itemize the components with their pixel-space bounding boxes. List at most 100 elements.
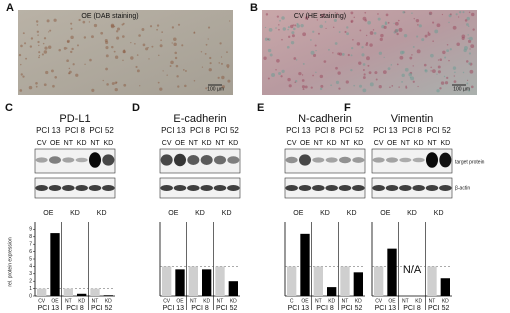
speck: [288, 84, 292, 88]
speck: [220, 62, 223, 65]
speck: [82, 20, 86, 24]
blot-actin: [159, 177, 241, 199]
speck: [330, 84, 333, 87]
speck: [142, 43, 146, 47]
speck: [35, 20, 39, 23]
blot-band: [399, 157, 412, 163]
speck: [335, 66, 338, 70]
speck: [325, 27, 327, 30]
lane-label: KD: [440, 140, 450, 147]
blot-band: [75, 185, 88, 191]
speck: [411, 12, 413, 14]
blot-actin: [371, 177, 453, 199]
speck: [280, 75, 283, 78]
speck: [54, 76, 57, 79]
speck: [217, 76, 220, 79]
lane-label: KD: [228, 140, 238, 147]
speck: [205, 87, 208, 90]
speck: [147, 46, 149, 49]
speck: [208, 68, 212, 72]
bar-label: KD: [415, 298, 422, 304]
speck: [466, 16, 470, 21]
speck: [437, 59, 440, 61]
bar: [50, 233, 60, 296]
speck: [276, 15, 279, 18]
speck: [281, 69, 285, 74]
speck: [264, 26, 267, 29]
speck: [220, 56, 223, 58]
speck: [454, 71, 456, 74]
speck: [437, 70, 441, 74]
speck: [279, 19, 281, 22]
speck: [472, 28, 475, 31]
speck: [335, 80, 340, 85]
group-label: OE: [43, 210, 53, 217]
speck: [367, 20, 371, 25]
blot-actin: [34, 177, 116, 199]
speck: [121, 23, 124, 26]
speck: [362, 69, 365, 71]
speck: [201, 66, 204, 68]
bar: [77, 293, 87, 296]
speck: [456, 42, 460, 47]
bar: [215, 266, 225, 296]
speck: [267, 48, 272, 53]
speck: [390, 64, 393, 66]
speck: [185, 70, 187, 72]
speck: [310, 86, 313, 89]
speck: [41, 53, 44, 56]
speck: [446, 76, 449, 80]
speck: [160, 39, 162, 42]
speck: [361, 46, 364, 49]
speck: [345, 80, 349, 84]
speck: [377, 13, 379, 15]
group-label: KD: [320, 210, 330, 217]
speck: [287, 77, 291, 82]
speck: [362, 88, 367, 93]
speck: [226, 64, 230, 68]
speck: [365, 41, 369, 45]
speck: [102, 79, 104, 82]
bar-label: NT: [429, 298, 436, 304]
speck: [402, 10, 405, 14]
panel-title: E-cadherin: [173, 113, 226, 125]
speck: [416, 35, 419, 38]
speck: [432, 69, 436, 74]
panel-title: N-cadherin: [298, 113, 352, 125]
speck: [448, 21, 450, 24]
speck: [432, 21, 435, 24]
lane-label: KD: [202, 140, 212, 147]
speck: [281, 16, 285, 20]
speck: [350, 20, 353, 23]
speck: [70, 35, 74, 40]
lane-label: NT: [90, 140, 100, 147]
bar-label: CV: [375, 298, 383, 304]
speck: [471, 12, 475, 17]
speck: [105, 46, 109, 50]
speck: [158, 54, 160, 57]
speck: [136, 54, 139, 56]
speck: [428, 11, 433, 15]
speck: [302, 32, 307, 37]
bar: [103, 295, 113, 296]
speck: [369, 82, 374, 87]
speck: [123, 50, 126, 54]
speck: [350, 54, 353, 57]
lane-label: KD: [103, 140, 113, 147]
speck: [449, 13, 452, 16]
speck: [344, 30, 347, 34]
cell-line: PCI 52: [91, 305, 113, 312]
note: N/A: [403, 264, 422, 276]
speck: [24, 42, 27, 45]
cell-line: PCI 8: [191, 305, 209, 312]
lane-label: OE: [387, 140, 397, 147]
cell-line: PCI 13: [163, 305, 185, 312]
speck: [347, 53, 350, 57]
speck: [63, 46, 67, 50]
blot-target: [34, 148, 116, 174]
speck: [352, 39, 354, 41]
blot-band: [187, 155, 200, 165]
group-label: OE: [293, 210, 303, 217]
speck: [70, 50, 73, 54]
speck: [468, 11, 471, 14]
